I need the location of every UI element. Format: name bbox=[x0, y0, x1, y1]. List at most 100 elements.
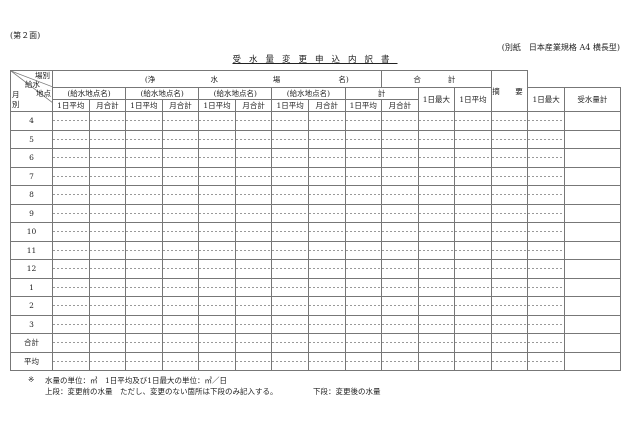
entry-cell[interactable] bbox=[161, 296, 200, 316]
entry-cell[interactable] bbox=[490, 148, 529, 168]
entry-cell[interactable] bbox=[52, 351, 90, 371]
entry-cell[interactable] bbox=[344, 333, 383, 353]
entry-cell[interactable] bbox=[52, 222, 90, 242]
entry-cell[interactable] bbox=[125, 129, 163, 149]
entry-cell[interactable] bbox=[527, 314, 565, 334]
entry-cell[interactable] bbox=[234, 333, 273, 353]
entry-cell[interactable] bbox=[417, 185, 456, 205]
entry-cell[interactable] bbox=[88, 185, 127, 205]
entry-cell[interactable] bbox=[490, 111, 529, 131]
entry-cell[interactable] bbox=[417, 129, 456, 149]
entry-cell[interactable] bbox=[161, 185, 200, 205]
entry-cell[interactable] bbox=[234, 240, 273, 260]
entry-cell[interactable] bbox=[527, 222, 565, 242]
entry-cell[interactable] bbox=[307, 296, 346, 316]
entry-cell[interactable] bbox=[417, 111, 456, 131]
entry-cell[interactable] bbox=[417, 314, 456, 334]
entry-cell[interactable] bbox=[417, 148, 456, 168]
entry-cell[interactable] bbox=[198, 129, 236, 149]
entry-cell[interactable] bbox=[125, 166, 163, 186]
entry-cell[interactable] bbox=[271, 185, 309, 205]
entry-cell[interactable] bbox=[417, 240, 456, 260]
entry-cell[interactable] bbox=[454, 111, 492, 131]
entry-cell[interactable] bbox=[271, 222, 309, 242]
entry-cell[interactable] bbox=[125, 222, 163, 242]
remarks-cell[interactable] bbox=[563, 351, 621, 371]
entry-cell[interactable] bbox=[198, 351, 236, 371]
entry-cell[interactable] bbox=[381, 111, 419, 131]
entry-cell[interactable] bbox=[161, 259, 200, 279]
entry-cell[interactable] bbox=[490, 240, 529, 260]
entry-cell[interactable] bbox=[454, 351, 492, 371]
entry-cell[interactable] bbox=[198, 148, 236, 168]
entry-cell[interactable] bbox=[527, 111, 565, 131]
entry-cell[interactable] bbox=[490, 314, 529, 334]
entry-cell[interactable] bbox=[52, 296, 90, 316]
entry-cell[interactable] bbox=[344, 296, 383, 316]
entry-cell[interactable] bbox=[417, 277, 456, 297]
entry-cell[interactable] bbox=[307, 240, 346, 260]
entry-cell[interactable] bbox=[454, 222, 492, 242]
entry-cell[interactable] bbox=[125, 296, 163, 316]
entry-cell[interactable] bbox=[490, 203, 529, 223]
entry-cell[interactable] bbox=[344, 148, 383, 168]
entry-cell[interactable] bbox=[307, 259, 346, 279]
entry-cell[interactable] bbox=[125, 240, 163, 260]
entry-cell[interactable] bbox=[125, 203, 163, 223]
entry-cell[interactable] bbox=[52, 240, 90, 260]
entry-cell[interactable] bbox=[344, 111, 383, 131]
entry-cell[interactable] bbox=[527, 333, 565, 353]
entry-cell[interactable] bbox=[271, 166, 309, 186]
entry-cell[interactable] bbox=[88, 296, 127, 316]
entry-cell[interactable] bbox=[454, 240, 492, 260]
entry-cell[interactable] bbox=[381, 351, 419, 371]
entry-cell[interactable] bbox=[88, 314, 127, 334]
entry-cell[interactable] bbox=[88, 111, 127, 131]
entry-cell[interactable] bbox=[198, 259, 236, 279]
entry-cell[interactable] bbox=[454, 129, 492, 149]
entry-cell[interactable] bbox=[307, 277, 346, 297]
entry-cell[interactable] bbox=[88, 333, 127, 353]
entry-cell[interactable] bbox=[234, 222, 273, 242]
entry-cell[interactable] bbox=[307, 333, 346, 353]
entry-cell[interactable] bbox=[417, 203, 456, 223]
entry-cell[interactable] bbox=[381, 166, 419, 186]
entry-cell[interactable] bbox=[234, 314, 273, 334]
entry-cell[interactable] bbox=[307, 166, 346, 186]
entry-cell[interactable] bbox=[271, 111, 309, 131]
entry-cell[interactable] bbox=[344, 222, 383, 242]
entry-cell[interactable] bbox=[88, 240, 127, 260]
entry-cell[interactable] bbox=[198, 185, 236, 205]
remarks-cell[interactable] bbox=[563, 222, 621, 242]
entry-cell[interactable] bbox=[381, 148, 419, 168]
entry-cell[interactable] bbox=[88, 148, 127, 168]
entry-cell[interactable] bbox=[52, 185, 90, 205]
entry-cell[interactable] bbox=[161, 314, 200, 334]
entry-cell[interactable] bbox=[198, 222, 236, 242]
entry-cell[interactable] bbox=[198, 314, 236, 334]
entry-cell[interactable] bbox=[527, 351, 565, 371]
entry-cell[interactable] bbox=[417, 351, 456, 371]
entry-cell[interactable] bbox=[161, 240, 200, 260]
entry-cell[interactable] bbox=[271, 277, 309, 297]
entry-cell[interactable] bbox=[198, 296, 236, 316]
entry-cell[interactable] bbox=[307, 185, 346, 205]
entry-cell[interactable] bbox=[490, 166, 529, 186]
entry-cell[interactable] bbox=[198, 203, 236, 223]
remarks-cell[interactable] bbox=[563, 333, 621, 353]
entry-cell[interactable] bbox=[381, 259, 419, 279]
entry-cell[interactable] bbox=[381, 333, 419, 353]
entry-cell[interactable] bbox=[125, 148, 163, 168]
entry-cell[interactable] bbox=[161, 203, 200, 223]
entry-cell[interactable] bbox=[417, 333, 456, 353]
entry-cell[interactable] bbox=[52, 129, 90, 149]
entry-cell[interactable] bbox=[307, 203, 346, 223]
entry-cell[interactable] bbox=[161, 111, 200, 131]
entry-cell[interactable] bbox=[234, 203, 273, 223]
entry-cell[interactable] bbox=[454, 314, 492, 334]
entry-cell[interactable] bbox=[527, 240, 565, 260]
entry-cell[interactable] bbox=[307, 111, 346, 131]
entry-cell[interactable] bbox=[52, 111, 90, 131]
entry-cell[interactable] bbox=[271, 240, 309, 260]
entry-cell[interactable] bbox=[88, 203, 127, 223]
